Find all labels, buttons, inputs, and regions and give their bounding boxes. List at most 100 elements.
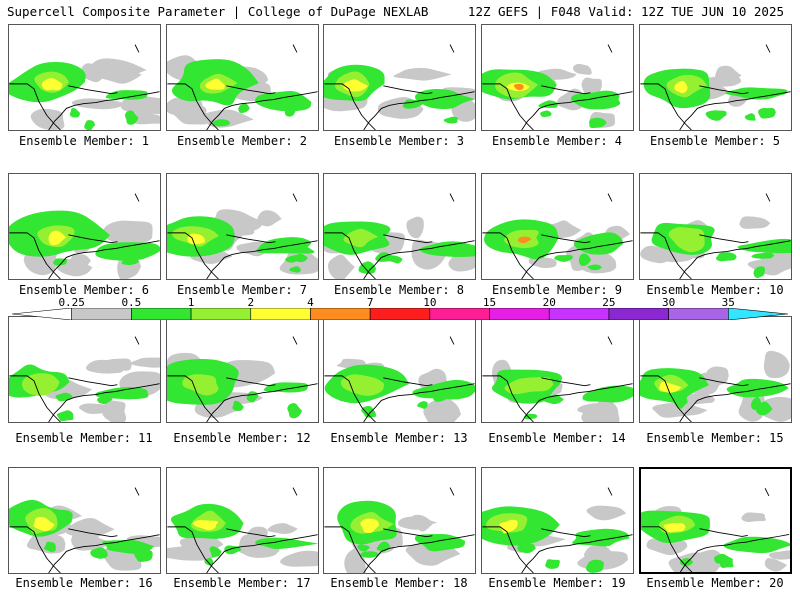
scp-contour-low	[65, 517, 115, 540]
island-outline	[134, 193, 140, 202]
ensemble-panel-9[interactable]	[481, 173, 634, 280]
river-border-line	[541, 377, 591, 387]
river-border-line	[699, 528, 748, 537]
scp-contour-green	[238, 103, 250, 114]
ensemble-panel-13[interactable]	[323, 316, 476, 423]
color-scale-tick-label: 30	[661, 296, 676, 309]
ensemble-panel-17[interactable]	[166, 467, 319, 574]
ensemble-panel-11[interactable]	[8, 316, 161, 423]
scp-contour-green	[540, 110, 552, 118]
ensemble-panel-15[interactable]	[639, 316, 792, 423]
ensemble-panel-10[interactable]	[639, 173, 792, 280]
scp-contour-yellow	[48, 230, 67, 246]
member-label: Ensemble Member: 7	[176, 283, 308, 297]
ensemble-panel-6[interactable]	[8, 173, 161, 280]
gulf-coastline	[521, 91, 633, 130]
scp-contour-low	[69, 254, 91, 271]
scp-contour-low	[741, 512, 766, 523]
scp-contour-green	[134, 549, 153, 562]
scp-contour-low	[764, 557, 788, 572]
scp-contour-green	[545, 559, 560, 569]
scp-contour-green	[673, 394, 688, 409]
ensemble-panel-14[interactable]	[481, 316, 634, 423]
scp-contour-lightgreen	[668, 227, 705, 253]
scp-contour-green	[255, 90, 312, 112]
scp-contour-green	[402, 99, 423, 109]
river-border-line	[383, 377, 433, 387]
member-label: Ensemble Member: 12	[173, 431, 311, 445]
island-outline	[765, 336, 771, 345]
island-outline	[607, 487, 613, 496]
member-label: Ensemble Member: 4	[491, 134, 623, 148]
gulf-coastline	[48, 534, 160, 573]
ensemble-panel-3[interactable]	[323, 24, 476, 131]
member-label: Ensemble Member: 1	[18, 134, 150, 148]
scp-contour-low	[577, 403, 616, 414]
color-scale-tick-label: 2	[247, 296, 255, 309]
scp-contour-green	[715, 252, 737, 262]
ensemble-panel-2[interactable]	[166, 24, 319, 131]
ensemble-panel-16[interactable]	[8, 467, 161, 574]
river-border-line	[226, 377, 276, 387]
scp-contour-green	[726, 378, 789, 398]
river-border-line	[383, 234, 433, 244]
scp-field-map	[324, 336, 475, 422]
scp-contour-lightgreen	[504, 377, 554, 395]
river-border-line	[699, 85, 749, 95]
scp-contour-green	[204, 557, 214, 566]
island-outline	[134, 487, 140, 496]
ensemble-panel-12[interactable]	[166, 316, 319, 423]
scp-field-map	[9, 336, 160, 422]
scp-contour-yellow	[343, 79, 368, 92]
scp-contour-green	[517, 542, 536, 554]
ensemble-panel-1[interactable]	[8, 24, 161, 131]
scp-contour-green	[254, 537, 318, 550]
scp-field-map	[9, 487, 160, 573]
scp-contour-green	[412, 379, 475, 400]
scp-contour-orange	[518, 236, 532, 244]
scp-contour-green	[212, 119, 231, 127]
scp-contour-low	[556, 88, 584, 111]
scp-field-map	[482, 336, 633, 422]
ensemble-panel-19[interactable]	[481, 467, 634, 574]
gulf-coastline	[521, 534, 633, 573]
scp-contour-low	[102, 220, 153, 244]
color-scale-tick-label: 15	[482, 296, 497, 309]
scp-field-map	[324, 193, 475, 279]
scp-field-map	[9, 44, 160, 130]
scp-contour-green	[589, 117, 607, 129]
island-outline	[764, 488, 770, 497]
river-border-line	[383, 528, 433, 538]
ensemble-panel-4[interactable]	[481, 24, 634, 131]
scp-contour-yellow	[187, 233, 206, 245]
scp-contour-green	[554, 255, 574, 262]
ensemble-panel-7[interactable]	[166, 173, 319, 280]
island-outline	[607, 336, 613, 345]
island-outline	[134, 336, 140, 345]
color-scale-tick-label: 4	[307, 296, 314, 309]
ensemble-panel-18[interactable]	[323, 467, 476, 574]
color-scale-segment	[12, 308, 72, 320]
gulf-coastline	[48, 91, 160, 130]
scp-contour-low	[583, 544, 613, 561]
river-border-line	[226, 234, 276, 244]
scp-contour-green	[84, 120, 96, 130]
member-label: Ensemble Member: 16	[15, 576, 153, 590]
island-outline	[449, 44, 455, 53]
color-scale-bar	[12, 308, 788, 320]
river-border-line	[541, 85, 591, 95]
ensemble-panel-5[interactable]	[639, 24, 792, 131]
ensemble-panel-20[interactable]	[639, 467, 792, 574]
island-outline	[449, 193, 455, 202]
scp-field-map	[640, 193, 791, 279]
scp-contour-low	[409, 514, 434, 532]
gulf-coastline	[48, 240, 160, 279]
scp-field-map	[640, 336, 791, 422]
member-label: Ensemble Member: 13	[330, 431, 468, 445]
ensemble-panel-8[interactable]	[323, 173, 476, 280]
scp-contour-low	[763, 350, 790, 379]
scp-field-map	[641, 488, 790, 572]
scp-contour-low	[129, 357, 160, 368]
scp-contour-low	[769, 550, 790, 560]
color-scale-segment	[71, 308, 132, 320]
